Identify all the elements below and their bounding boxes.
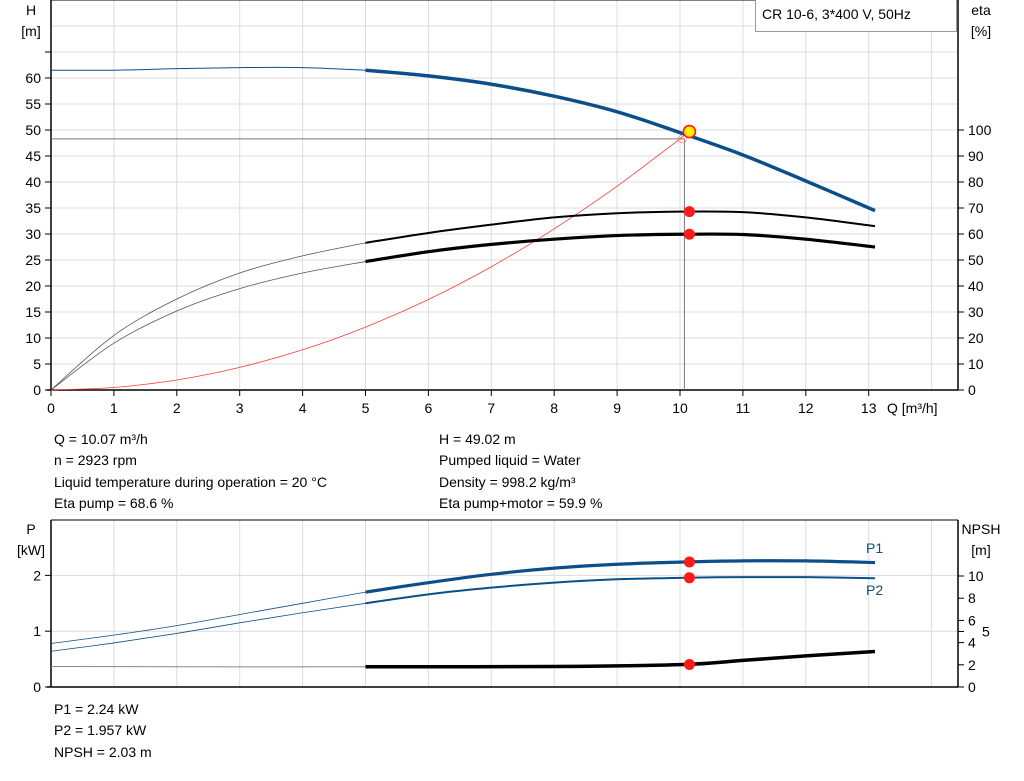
y-axis-label: [kW] (17, 542, 45, 558)
eta-pump-motor-curve-extrapolated (50, 261, 366, 391)
eta-pump-curve-extrapolated (50, 242, 366, 391)
p1-duty-point (683, 556, 695, 568)
p2-curve-extrapolated (50, 602, 366, 652)
x-tick-label: 8 (550, 400, 558, 416)
x-tick-label: 0 (47, 400, 55, 416)
y-tick-label: 1 (33, 623, 41, 639)
x-tick-label: 6 (425, 400, 433, 416)
y-tick-label: 2 (33, 567, 41, 583)
y-axis-label: H (26, 2, 36, 18)
y2-tick-label: 90 (968, 148, 984, 164)
x-tick-label: 12 (798, 400, 814, 416)
y-tick-label: 15 (25, 304, 41, 320)
y-tick-label: 5 (33, 356, 41, 372)
y2-tick-label: 60 (968, 226, 984, 242)
y2-tick-label: 40 (968, 278, 984, 294)
x-tick-label: 5 (362, 400, 370, 416)
p1-series-label: P1 (866, 540, 883, 556)
p1-curve (365, 559, 876, 594)
x-tick-label: 9 (613, 400, 621, 416)
info-speed: n = 2923 rpm (54, 452, 137, 468)
info-eta-pump: Eta pump = 68.6 % (54, 495, 174, 511)
y2-tick-label: 50 (968, 252, 984, 268)
x-axis-label: Q [m³/h] (887, 400, 938, 416)
y2-tick-label: 100 (968, 122, 992, 138)
system-curve (50, 133, 687, 391)
y-tick-label: 0 (33, 382, 41, 398)
y2-tick-label: 0 (968, 679, 976, 695)
y-tick-label: 0 (33, 679, 41, 695)
y2-tick-label: 2 (968, 657, 976, 673)
y-tick-label: 25 (25, 252, 41, 268)
p2-curve (365, 575, 876, 605)
info-liquid: Pumped liquid = Water (439, 452, 581, 468)
info-eta-total: Eta pump+motor = 59.9 % (439, 495, 603, 511)
y2-axis-label: NPSH (962, 521, 1001, 537)
eta-pump-duty-point (683, 206, 695, 218)
y2-axis-label: [m] (971, 542, 990, 558)
y-axis-label: [m] (21, 23, 40, 39)
y-tick-label: 35 (25, 200, 41, 216)
x-tick-label: 4 (299, 400, 307, 416)
duty-point-marker (682, 124, 697, 139)
y2-tick-label: 6 (968, 612, 976, 628)
head-curve (365, 68, 876, 213)
p1-curve-extrapolated (50, 591, 366, 644)
p2-duty-point (683, 572, 695, 584)
y2-tick-label: 0 (968, 382, 976, 398)
eta-pump-curve (365, 210, 876, 244)
npsh-curve (365, 649, 876, 669)
y-tick-label: 30 (25, 226, 41, 242)
y2-axis-label: eta (971, 2, 991, 18)
chart-legend-box: CR 10-6, 3*400 V, 50Hz (755, 0, 957, 32)
y2-tick-label: 10 (968, 356, 984, 372)
y-tick-label: 40 (25, 174, 41, 190)
eta-pump-motor-curve (365, 232, 876, 264)
eta-pump-motor-duty-point (683, 228, 695, 240)
p2-series-label: P2 (866, 582, 883, 598)
x-tick-label: 2 (173, 400, 181, 416)
y2-tick-label: 10 (968, 568, 984, 584)
info-density: Density = 998.2 kg/m³ (439, 474, 576, 490)
y-tick-label: 50 (25, 122, 41, 138)
x-tick-label: 3 (236, 400, 244, 416)
y2-tick-label: 5 (982, 624, 990, 640)
y-tick-label: 55 (25, 96, 41, 112)
y-tick-label: 20 (25, 278, 41, 294)
y2-tick-label: 4 (968, 635, 976, 651)
npsh-duty-point (683, 658, 695, 670)
info-p1: P1 = 2.24 kW (54, 701, 139, 717)
info-temperature: Liquid temperature during operation = 20… (54, 474, 327, 490)
x-tick-label: 1 (110, 400, 118, 416)
y-tick-label: 10 (25, 330, 41, 346)
x-tick-label: 11 (736, 400, 751, 416)
x-tick-label: 13 (861, 400, 877, 416)
y-tick-label: 45 (25, 148, 41, 164)
info-npsh: NPSH = 2.03 m (54, 744, 152, 760)
info-flow: Q = 10.07 m³/h (54, 431, 148, 447)
y-tick-label: 60 (25, 70, 41, 86)
x-tick-label: 10 (672, 400, 688, 416)
y-axis-label: P (26, 521, 35, 537)
y2-tick-label: 70 (968, 200, 984, 216)
y2-tick-label: 80 (968, 174, 984, 190)
y2-tick-label: 30 (968, 304, 984, 320)
y2-axis-label: [%] (971, 23, 991, 39)
info-p2: P2 = 1.957 kW (54, 722, 147, 738)
y2-tick-label: 20 (968, 330, 984, 346)
y2-tick-label: 8 (968, 590, 976, 606)
head-curve-extrapolated (50, 66, 366, 71)
x-tick-label: 7 (487, 400, 495, 416)
info-head: H = 49.02 m (439, 431, 516, 447)
